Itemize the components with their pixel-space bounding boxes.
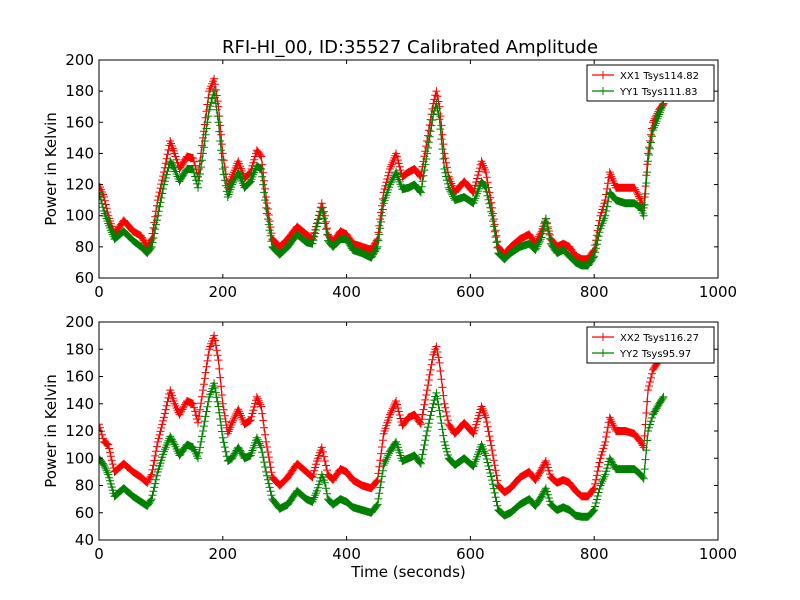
top-y-axis-label: Power in Kelvin bbox=[42, 112, 60, 226]
top-plot-panel: 0 200 400 600 800 1000 60 80 100 120 140 160 180 200 P… bbox=[42, 51, 737, 301]
bottom-plot-panel: 0 200 400 600 800 1000 40 60 80 100 120 140 160 180 20… bbox=[42, 313, 737, 581]
top-x-tick-label: 800 bbox=[580, 283, 609, 301]
bottom-y-tick-label: 60 bbox=[75, 504, 94, 522]
top-x-tick-label: 600 bbox=[456, 283, 485, 301]
top-legend-label: XX1 Tsys114.82 bbox=[620, 71, 699, 82]
top-axes-frame bbox=[98, 59, 719, 279]
bottom-legend-box bbox=[586, 326, 715, 364]
bottom-x-tick-label: 800 bbox=[580, 545, 609, 563]
bottom-series-markers bbox=[99, 331, 668, 501]
bottom-legend-marker bbox=[599, 333, 607, 341]
bottom-x-tick-label: 1000 bbox=[699, 545, 737, 563]
bottom-y-tick-label: 140 bbox=[65, 395, 94, 413]
top-series-2 bbox=[99, 87, 668, 270]
top-y-tick-label: 180 bbox=[65, 82, 94, 100]
bottom-legend-label: XX2 Tsys116.27 bbox=[620, 333, 699, 344]
top-legend-label: YY1 Tsys111.83 bbox=[619, 87, 698, 98]
top-x-tick-label: 400 bbox=[332, 283, 361, 301]
bottom-x-tick-label: 200 bbox=[208, 545, 237, 563]
figure-title: RFI-HI_00, ID:35527 Calibrated Amplitude bbox=[222, 37, 598, 58]
bottom-x-tick-label: 0 bbox=[94, 545, 104, 563]
top-y-tick-label: 160 bbox=[65, 113, 94, 131]
top-legend: XX1 Tsys114.82 YY1 Tsys111.83 bbox=[586, 64, 715, 102]
bottom-legend-label: YY2 Tsys95.97 bbox=[619, 349, 691, 360]
bottom-y-tick-label: 100 bbox=[65, 449, 94, 467]
bottom-y-tick-label: 120 bbox=[65, 422, 94, 440]
top-y-tick-label: 80 bbox=[75, 238, 94, 256]
bottom-series-2 bbox=[99, 379, 668, 521]
top-x-tick-label: 200 bbox=[208, 283, 237, 301]
top-legend-marker bbox=[599, 87, 607, 95]
bottom-y-tick-label: 160 bbox=[65, 368, 94, 386]
bottom-y-tick-label: 40 bbox=[75, 531, 94, 549]
bottom-y-tick-label: 180 bbox=[65, 340, 94, 358]
bottom-legend-marker bbox=[599, 349, 607, 357]
top-series-markers bbox=[99, 87, 668, 270]
bottom-legend: XX2 Tsys116.27 YY2 Tsys95.97 bbox=[586, 326, 715, 364]
bottom-y-tick-label: 80 bbox=[75, 477, 94, 495]
top-y-tick-label: 140 bbox=[65, 144, 94, 162]
top-y-tick-label: 60 bbox=[75, 269, 94, 287]
top-x-tick-label: 1000 bbox=[699, 283, 737, 301]
top-legend-marker bbox=[599, 71, 607, 79]
bottom-y-axis-label: Power in Kelvin bbox=[42, 374, 60, 488]
bottom-series-markers bbox=[99, 379, 668, 521]
top-x-tick-label: 0 bbox=[94, 283, 104, 301]
bottom-x-tick-label: 400 bbox=[332, 545, 361, 563]
top-legend-box bbox=[586, 64, 715, 102]
bottom-series-1 bbox=[99, 331, 668, 501]
top-y-tick-label: 120 bbox=[65, 176, 94, 194]
top-y-tick-label: 100 bbox=[65, 207, 94, 225]
bottom-y-tick-label: 200 bbox=[65, 313, 94, 331]
bottom-x-axis-label: Time (seconds) bbox=[350, 563, 466, 581]
top-y-tick-label: 200 bbox=[65, 51, 94, 69]
bottom-x-tick-label: 600 bbox=[456, 545, 485, 563]
